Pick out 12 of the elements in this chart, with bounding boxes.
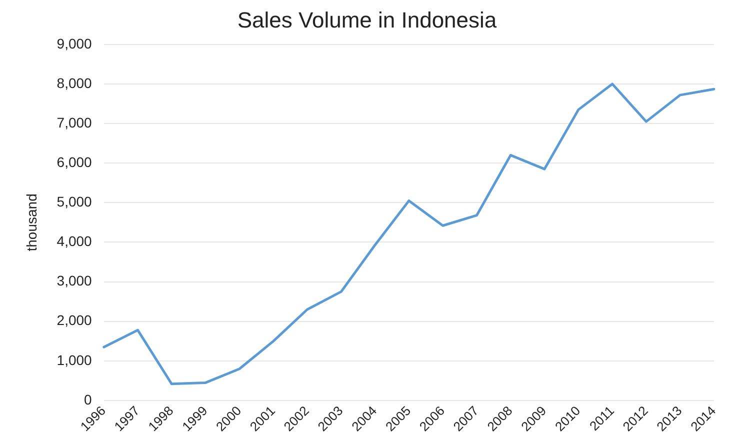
y-tick-label: 6,000 (56, 154, 92, 170)
y-tick-label: 7,000 (56, 114, 92, 130)
y-tick-label: 9,000 (56, 35, 92, 52)
y-tick-label: 5,000 (56, 194, 92, 210)
y-axis-title: thousand (23, 194, 40, 252)
y-tick-label: 4,000 (56, 233, 92, 250)
y-tick-label: 1,000 (56, 352, 92, 368)
y-tick-label: 3,000 (56, 272, 92, 289)
chart-title: Sales Volume in Indonesia (237, 7, 498, 32)
y-tick-label: 2,000 (56, 312, 92, 328)
y-tick-label: 8,000 (56, 74, 92, 91)
y-tick-label: 0 (84, 391, 92, 408)
